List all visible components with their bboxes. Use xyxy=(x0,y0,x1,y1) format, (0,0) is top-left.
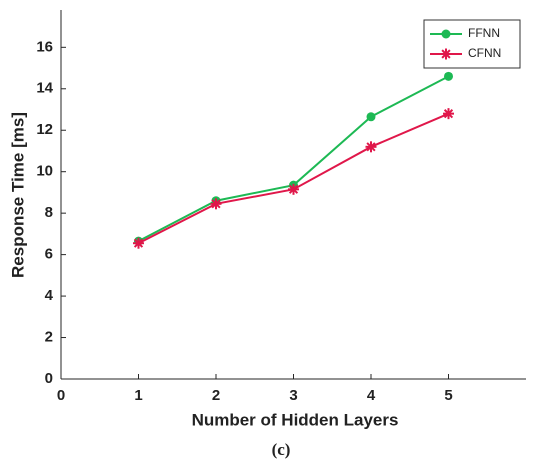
series-line xyxy=(138,112,449,245)
point xyxy=(288,183,299,195)
marker-stroke xyxy=(366,142,376,152)
marker-stroke xyxy=(441,49,451,59)
point xyxy=(441,29,451,39)
legend-box xyxy=(423,19,521,69)
marker-stroke xyxy=(288,184,299,194)
y-tick-label: 12 xyxy=(36,121,53,138)
y-tick-label: 0 xyxy=(45,370,53,387)
marker-stroke xyxy=(443,109,454,119)
x-axis-label: Number of Hidden Layers xyxy=(192,410,399,429)
y-axis-label: Response Time [ms] xyxy=(8,112,27,278)
y-tick-label: 8 xyxy=(45,204,53,221)
point xyxy=(133,237,144,249)
marker-stroke xyxy=(133,238,144,248)
x-tick-label: 0 xyxy=(57,387,65,404)
legend-label: FFNN xyxy=(468,26,500,40)
y-tick-label: 2 xyxy=(45,329,53,346)
y-tick-label: 6 xyxy=(45,246,53,263)
point xyxy=(365,141,377,153)
y-tick-label: 4 xyxy=(45,287,54,304)
x-tick-label: 5 xyxy=(444,387,452,404)
y-tick-label: 10 xyxy=(36,163,53,180)
marker-stroke xyxy=(211,199,221,209)
y-tick-label: 16 xyxy=(36,38,53,55)
caption: (c) xyxy=(272,440,291,459)
x-tick-label: 3 xyxy=(289,387,297,404)
point xyxy=(440,48,452,60)
point xyxy=(366,112,376,122)
legend-label: CFNN xyxy=(468,46,501,60)
x-tick-label: 4 xyxy=(367,387,376,404)
point xyxy=(444,71,453,81)
series-line xyxy=(138,75,449,243)
x-tick-label: 2 xyxy=(212,387,220,404)
x-tick-label: 1 xyxy=(134,387,142,404)
point xyxy=(210,198,222,210)
y-tick-label: 14 xyxy=(36,80,53,97)
point xyxy=(443,108,454,120)
